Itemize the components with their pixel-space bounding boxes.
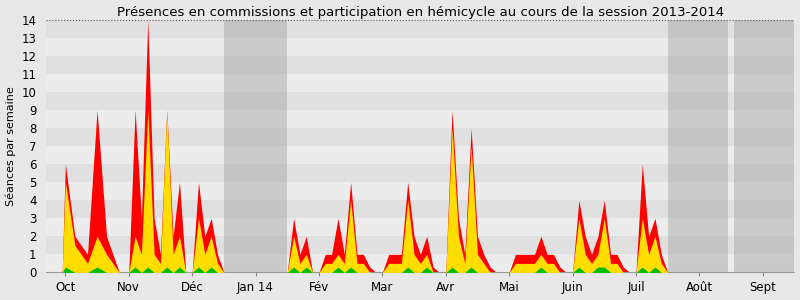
Y-axis label: Séances par semaine: Séances par semaine xyxy=(6,86,16,206)
Bar xyxy=(46,218,794,236)
Bar xyxy=(46,20,794,38)
Bar xyxy=(46,200,794,218)
Bar xyxy=(224,20,287,272)
Bar xyxy=(46,236,794,254)
Bar xyxy=(46,74,794,92)
Title: Présences en commissions et participation en hémicycle au cours de la session 20: Présences en commissions et participatio… xyxy=(117,6,724,19)
Bar xyxy=(46,128,794,146)
Bar xyxy=(46,254,794,272)
Bar xyxy=(46,110,794,128)
Bar xyxy=(668,20,728,272)
Bar xyxy=(46,182,794,200)
Bar xyxy=(734,20,794,272)
Bar xyxy=(46,38,794,56)
Bar xyxy=(46,164,794,182)
Bar xyxy=(46,56,794,74)
Bar xyxy=(46,92,794,110)
Bar xyxy=(46,146,794,164)
